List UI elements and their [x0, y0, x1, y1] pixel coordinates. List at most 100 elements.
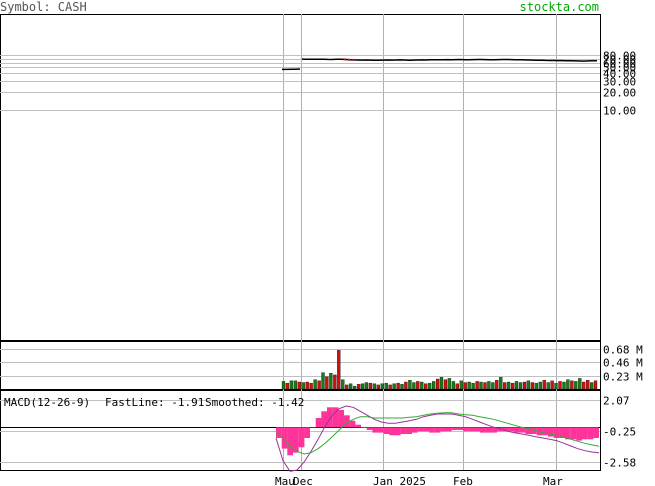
macd-histogram-bar: [514, 427, 520, 433]
volume-bar: [475, 381, 479, 390]
price-tick-label: 50.00: [603, 62, 636, 75]
panel-frame-1: [0, 341, 601, 390]
volume-bar: [341, 379, 345, 390]
volume-bar: [514, 381, 519, 390]
macd-histogram-bar: [327, 407, 333, 428]
volume-bar: [404, 381, 408, 390]
macd-histogram-bar: [417, 427, 424, 432]
macd-histogram-bar: [406, 427, 412, 434]
volume-bar: [439, 377, 444, 390]
volume-bar: [510, 382, 515, 390]
volume-bar: [522, 381, 527, 390]
macd-histogram-bar: [559, 427, 565, 438]
macd-tick-label: -0.25: [603, 426, 636, 439]
x-axis-label: Jan 2025: [373, 475, 426, 486]
macd-smoothed-label: Smoothed: -1.42: [205, 396, 304, 409]
volume-bar: [289, 380, 294, 390]
volume-bar: [372, 383, 377, 390]
macd-fastline: [275, 405, 600, 472]
volume-bar: [396, 382, 400, 390]
macd-histogram-bar: [349, 420, 356, 428]
macd-panel: [275, 405, 600, 472]
price-tick-label: 60.00: [603, 58, 636, 71]
macd-histogram-bar: [440, 427, 446, 432]
panel-frame-0: [0, 14, 601, 341]
volume-bar: [443, 379, 448, 390]
macd-histogram-bar: [423, 427, 429, 432]
macd-histogram-bar: [366, 427, 373, 430]
macd-histogram-bar: [491, 427, 497, 433]
chart-frames: [0, 14, 601, 471]
volume-bar: [530, 382, 535, 390]
volume-bar: [408, 380, 412, 390]
volume-bar: [392, 383, 396, 390]
volume-bar: [455, 383, 459, 390]
volume-bar: [582, 381, 586, 390]
header-site-link[interactable]: stockta.com: [519, 0, 599, 14]
volume-bar: [368, 382, 373, 390]
macd-histogram-bar: [508, 427, 514, 432]
price-line: [301, 58, 598, 62]
macd-histogram-bar: [400, 427, 407, 434]
volume-bar: [321, 372, 325, 390]
volume-tick-label: 0.68 M: [603, 344, 643, 357]
volume-bar: [388, 384, 392, 390]
price-tick-label: 30.00: [603, 76, 636, 89]
macd-histogram-bar: [383, 427, 390, 434]
volume-bar: [546, 382, 550, 390]
price-tick-label: 20.00: [603, 87, 636, 100]
volume-bar: [431, 381, 436, 390]
volume-bar: [538, 381, 542, 390]
macd-histogram-bar: [587, 427, 594, 440]
volume-bar: [293, 380, 298, 390]
volume-bar: [380, 383, 384, 390]
volume-bar: [412, 382, 416, 390]
macd-histogram-bar: [378, 427, 384, 433]
macd-title: MACD(12-26-9): [4, 396, 90, 409]
volume-bar: [348, 383, 353, 390]
volume-bar: [329, 373, 333, 390]
macd-histogram-bar: [310, 427, 316, 428]
macd-histogram-bar: [293, 427, 299, 453]
price-down-mark: [352, 58, 355, 61]
macd-tick-label: 2.07: [603, 395, 630, 408]
volume-bar: [305, 381, 309, 390]
macd-histogram-bar: [372, 427, 378, 433]
volume-bar: [534, 382, 538, 390]
macd-histogram-bar: [451, 427, 458, 430]
macd-histogram-bar: [395, 427, 401, 436]
macd-histogram-bar: [457, 427, 463, 430]
volume-bar: [400, 384, 404, 390]
x-axis-label: Mau: [275, 475, 295, 486]
volume-bar: [313, 379, 317, 390]
volume-bar: [483, 382, 487, 390]
macd-histogram-bar: [570, 427, 577, 440]
volume-bar: [333, 374, 337, 390]
macd-histogram-bar: [480, 427, 486, 433]
macd-histogram-bar: [468, 427, 475, 432]
volume-bar: [574, 381, 578, 390]
macd-histogram-bar: [287, 427, 293, 456]
volume-bar: [593, 380, 598, 390]
volume-bar: [447, 378, 452, 390]
volume-bar: [578, 378, 582, 390]
x-axis-label: Mar: [543, 475, 563, 486]
macd-histogram-bar: [332, 407, 339, 428]
volume-bar: [586, 380, 590, 390]
price-tick-label: 40.00: [603, 68, 636, 81]
volume-bar: [364, 382, 369, 390]
volume-bar: [384, 382, 388, 390]
macd-histogram-bar: [502, 427, 509, 432]
macd-histogram-bar: [355, 424, 361, 428]
volume-bar: [352, 385, 357, 390]
macd-smoothed-line: [275, 412, 600, 455]
macd-histogram-bar: [298, 427, 305, 448]
volume-bar: [301, 382, 305, 390]
price-tick-label: 10.00: [603, 105, 636, 118]
x-axis-label: Feb: [453, 475, 473, 486]
volume-bar: [337, 350, 341, 390]
macd-histogram-bar: [338, 410, 344, 428]
macd-histogram-bar: [548, 427, 554, 437]
